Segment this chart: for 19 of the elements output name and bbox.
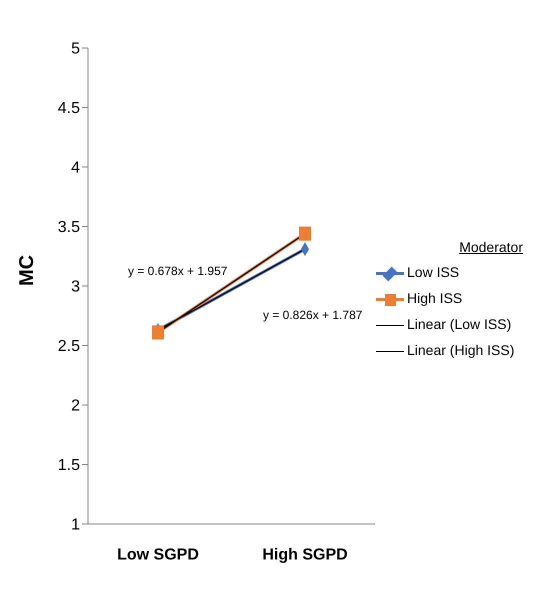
legend-label: Low ISS — [407, 264, 460, 280]
y-tick-label: 1 — [71, 516, 80, 534]
x-tick-label: Low SGPD — [117, 546, 199, 564]
y-tick-label: 3.5 — [58, 219, 80, 236]
legend-label: High ISS — [407, 290, 462, 306]
annotation: y = 0.678x + 1.957 — [128, 264, 228, 278]
y-tick-label: 5 — [71, 40, 80, 58]
legend-label: Linear (Low ISS) — [407, 316, 512, 332]
y-axis-title: MC — [16, 254, 38, 286]
y-tick-label: 4 — [71, 160, 80, 177]
legend-title: Moderator — [458, 239, 523, 255]
annotation: y = 0.826x + 1.787 — [263, 308, 362, 322]
y-tick-label: 2.5 — [58, 338, 80, 356]
y-tick-label: 3 — [71, 278, 80, 296]
y-tick-label: 2 — [71, 398, 80, 415]
y-tick-label: 4.5 — [58, 100, 80, 118]
legend-label: Linear (High ISS) — [407, 342, 514, 358]
y-tick-label: 1.5 — [58, 457, 80, 474]
x-tick-label: High SGPD — [262, 546, 348, 564]
